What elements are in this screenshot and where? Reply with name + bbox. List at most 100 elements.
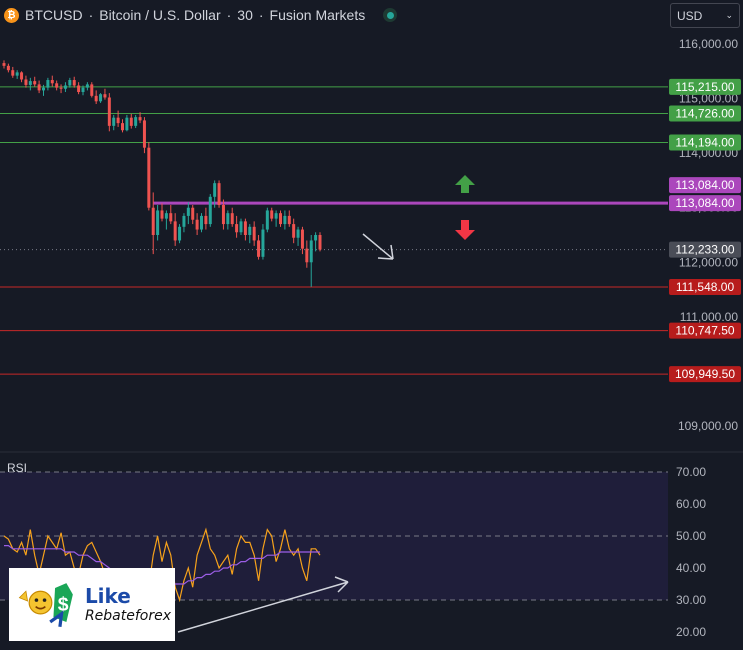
candle-body[interactable] [230,213,234,225]
candle-body[interactable] [138,117,142,121]
candle-body[interactable] [103,94,107,98]
candle-body[interactable] [147,147,151,208]
candle-body[interactable] [160,210,164,219]
candle-body[interactable] [125,117,129,131]
candle-body[interactable] [257,240,261,257]
candle-body[interactable] [221,204,225,225]
candle-body[interactable] [33,81,37,85]
support-price-tag[interactable]: 111,548.00 [676,280,735,294]
candle-body[interactable] [204,215,208,225]
candle-body[interactable] [72,80,76,86]
candle-body[interactable] [59,87,63,89]
currency-select[interactable]: USD ⌄ [670,3,740,28]
candle-body[interactable] [252,226,256,241]
candle-body[interactable] [121,123,124,131]
candle-body[interactable] [248,226,252,235]
candle-body[interactable] [55,83,59,88]
candle-body[interactable] [94,95,98,102]
interval-label[interactable]: 30 [237,7,253,23]
candle-body[interactable] [265,210,269,230]
candle-body[interactable] [208,196,212,225]
candle-body[interactable] [151,207,155,235]
separator: · [88,7,94,23]
candle-body[interactable] [112,117,116,126]
candle-body[interactable] [20,72,24,80]
candle-body[interactable] [186,207,190,216]
support-price-tag-bg [669,366,741,383]
candle-body[interactable] [287,215,291,225]
candle-body[interactable] [129,117,133,126]
candle-body[interactable] [314,235,318,241]
candle-body[interactable] [309,240,313,263]
candle-body[interactable] [50,80,54,84]
candle-body[interactable] [270,210,274,219]
candle-body[interactable] [213,183,217,197]
candle-body[interactable] [296,229,300,238]
candle-body[interactable] [90,84,94,96]
resistance-price-tag[interactable]: 114,726.00 [675,107,734,121]
candle-body[interactable] [239,221,243,233]
price-pane[interactable] [0,60,668,375]
support-price-tag-bg [669,322,741,339]
candle-body[interactable] [156,210,160,235]
candle-body[interactable] [2,63,6,66]
candle-body[interactable] [195,219,199,230]
y-tick-label: 109,000.00 [678,419,738,433]
candle-body[interactable] [279,213,282,225]
candle-body[interactable] [173,221,177,241]
candle-body[interactable] [235,224,239,233]
candle-body[interactable] [305,248,309,263]
candle-body[interactable] [116,117,120,124]
pivot-price-tag-alt-bg [669,177,741,194]
pivot-price-tag-alt[interactable]: 113,084.00 [675,178,734,192]
candle-body[interactable] [292,224,296,238]
candle-body[interactable] [107,97,111,126]
candle-body[interactable] [42,87,45,91]
up-arrow-icon [455,175,475,193]
candle-body[interactable] [200,215,203,230]
candle-body[interactable] [274,213,278,219]
candle-body[interactable] [243,221,247,235]
candle-body[interactable] [261,229,265,257]
symbol-ticker[interactable]: BTCUSD [25,7,83,23]
logo-text: Like Rebateforex [85,585,171,625]
candle-body[interactable] [37,84,41,91]
last-price-tag[interactable]: 112,233.00 [675,243,734,257]
candle-body[interactable] [300,229,304,249]
pivot-price-tag[interactable]: 113,084.00 [675,196,734,210]
candle-body[interactable] [46,80,50,88]
candle-body[interactable] [217,183,221,205]
candle-body[interactable] [134,117,138,126]
support-price-tag[interactable]: 110,747.50 [675,324,734,338]
candle-body[interactable] [81,87,85,93]
candle-body[interactable] [99,94,103,102]
price-axis[interactable]: 116,000.00115,000.00114,000.00113,000.00… [669,37,741,639]
candle-body[interactable] [318,235,322,250]
symbol-header[interactable]: ₿ BTCUSD · Bitcoin / U.S. Dollar · 30 · … [4,5,398,25]
candle-body[interactable] [178,226,182,241]
candle-body[interactable] [182,215,186,227]
candle-body[interactable] [283,215,287,225]
candle-body[interactable] [68,80,72,86]
candle-body[interactable] [142,120,146,148]
candle-body[interactable] [24,79,28,85]
candle-body[interactable] [164,213,168,219]
thumbs-up-mascot-icon: $ [18,582,73,627]
resistance-price-tag[interactable]: 114,194.00 [675,136,734,150]
support-price-tag[interactable]: 109,949.50 [675,367,735,381]
resistance-price-tag[interactable]: 115,215.00 [675,80,734,94]
candle-body[interactable] [169,213,173,222]
candle-body[interactable] [226,213,230,225]
candle-body[interactable] [15,72,19,76]
candle-body[interactable] [85,84,89,88]
candle-body[interactable] [63,85,67,89]
candle-body[interactable] [6,65,10,71]
logo-brand-like: Like [84,583,131,608]
candle-body[interactable] [28,81,32,85]
market-status-icon[interactable] [383,8,398,22]
rsi-indicator-title[interactable]: RSI [7,461,28,475]
candle-body[interactable] [77,85,81,93]
candle-body[interactable] [191,207,195,220]
candle-body[interactable] [11,70,15,76]
